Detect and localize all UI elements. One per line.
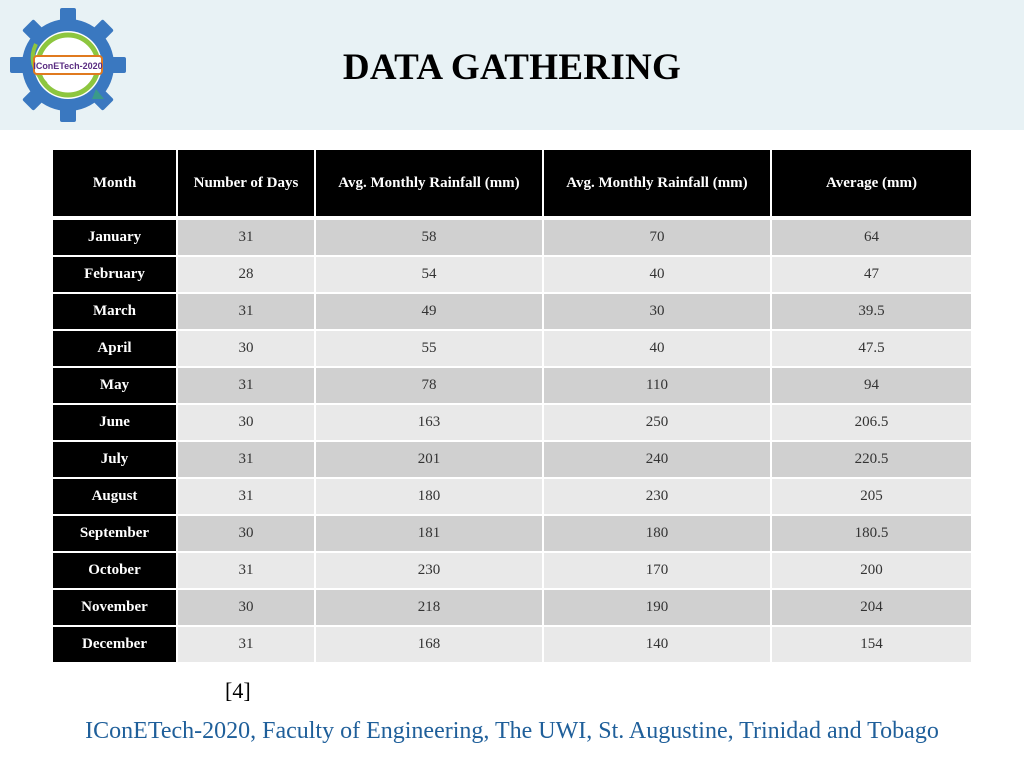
value-cell: 250 [543,404,772,442]
month-cell: June [53,404,178,442]
value-cell: 30 [177,404,316,442]
header-band: IConETech-2020 DATA GATHERING [0,0,1024,130]
value-cell: 31 [177,478,316,516]
table-row: January 31 58 70 64 [53,218,971,257]
value-cell: 240 [543,441,772,479]
column-header: Month [53,150,178,220]
table-row: June 30 163 250 206.5 [53,404,971,442]
value-cell: 181 [315,515,544,553]
value-cell: 200 [771,552,971,590]
conference-logo-icon: IConETech-2020 [10,8,126,122]
reference-number: [4] [225,678,251,703]
footer-text: IConETech-2020, Faculty of Engineering, … [85,718,939,744]
value-cell: 30 [177,589,316,627]
value-cell: 190 [543,589,772,627]
value-cell: 31 [177,218,316,257]
value-cell: 230 [543,478,772,516]
value-cell: 40 [543,256,772,294]
value-cell: 168 [315,626,544,664]
month-cell: July [53,441,178,479]
svg-text:IConETech-2020: IConETech-2020 [33,61,102,71]
table-row: August 31 180 230 205 [53,478,971,516]
value-cell: 40 [543,330,772,368]
value-cell: 31 [177,293,316,331]
value-cell: 49 [315,293,544,331]
table-body: January 31 58 70 64 February 28 54 40 47 March 31 49… [53,218,971,664]
value-cell: 30 [177,515,316,553]
month-cell: January [53,218,178,257]
table-row: November 30 218 190 204 [53,589,971,627]
value-cell: 54 [315,256,544,294]
value-cell: 94 [771,367,971,405]
column-header: Number of Days [177,150,316,220]
value-cell: 39.5 [771,293,971,331]
value-cell: 205 [771,478,971,516]
value-cell: 204 [771,589,971,627]
month-cell: October [53,552,178,590]
value-cell: 180.5 [771,515,971,553]
value-cell: 180 [315,478,544,516]
table-row: July 31 201 240 220.5 [53,441,971,479]
month-cell: May [53,367,178,405]
value-cell: 70 [543,218,772,257]
value-cell: 163 [315,404,544,442]
value-cell: 154 [771,626,971,664]
table-header-row: Month Number of Days Avg. Monthly Rainfall… [53,150,971,220]
column-header: Average (mm) [771,150,971,220]
value-cell: 64 [771,218,971,257]
month-cell: February [53,256,178,294]
value-cell: 218 [315,589,544,627]
month-cell: November [53,589,178,627]
value-cell: 31 [177,441,316,479]
value-cell: 30 [543,293,772,331]
table-row: September 30 181 180 180.5 [53,515,971,553]
month-cell: March [53,293,178,331]
value-cell: 47 [771,256,971,294]
value-cell: 28 [177,256,316,294]
value-cell: 55 [315,330,544,368]
value-cell: 30 [177,330,316,368]
month-cell: September [53,515,178,553]
column-header: Avg. Monthly Rainfall (mm) [315,150,544,220]
table-row: May 31 78 110 94 [53,367,971,405]
value-cell: 140 [543,626,772,664]
value-cell: 206.5 [771,404,971,442]
value-cell: 47.5 [771,330,971,368]
value-cell: 230 [315,552,544,590]
value-cell: 31 [177,552,316,590]
table-row: October 31 230 170 200 [53,552,971,590]
value-cell: 110 [543,367,772,405]
month-cell: August [53,478,178,516]
value-cell: 180 [543,515,772,553]
month-cell: December [53,626,178,664]
value-cell: 170 [543,552,772,590]
column-header: Avg. Monthly Rainfall (mm) [543,150,772,220]
table-row: February 28 54 40 47 [53,256,971,294]
value-cell: 201 [315,441,544,479]
table-row: March 31 49 30 39.5 [53,293,971,331]
value-cell: 31 [177,626,316,664]
value-cell: 58 [315,218,544,257]
rainfall-table: Month Number of Days Avg. Monthly Rainfall… [53,150,971,664]
page-title: DATA GATHERING [342,47,682,88]
table-row: December 31 168 140 154 [53,626,971,664]
month-cell: April [53,330,178,368]
value-cell: 78 [315,367,544,405]
value-cell: 220.5 [771,441,971,479]
value-cell: 31 [177,367,316,405]
table-row: April 30 55 40 47.5 [53,330,971,368]
